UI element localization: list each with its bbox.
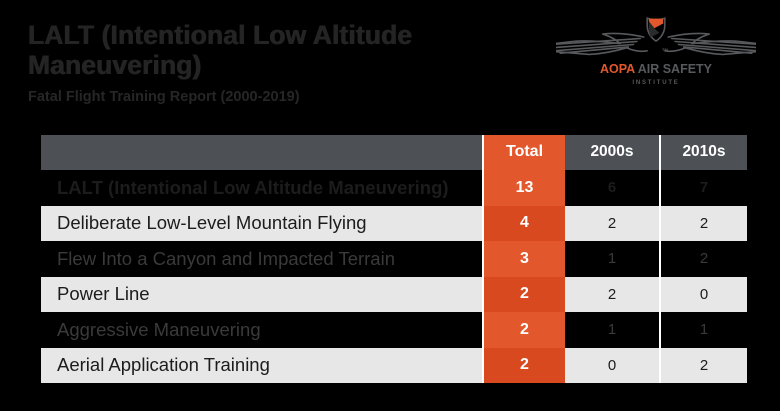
svg-text:TM: TM — [662, 47, 668, 52]
